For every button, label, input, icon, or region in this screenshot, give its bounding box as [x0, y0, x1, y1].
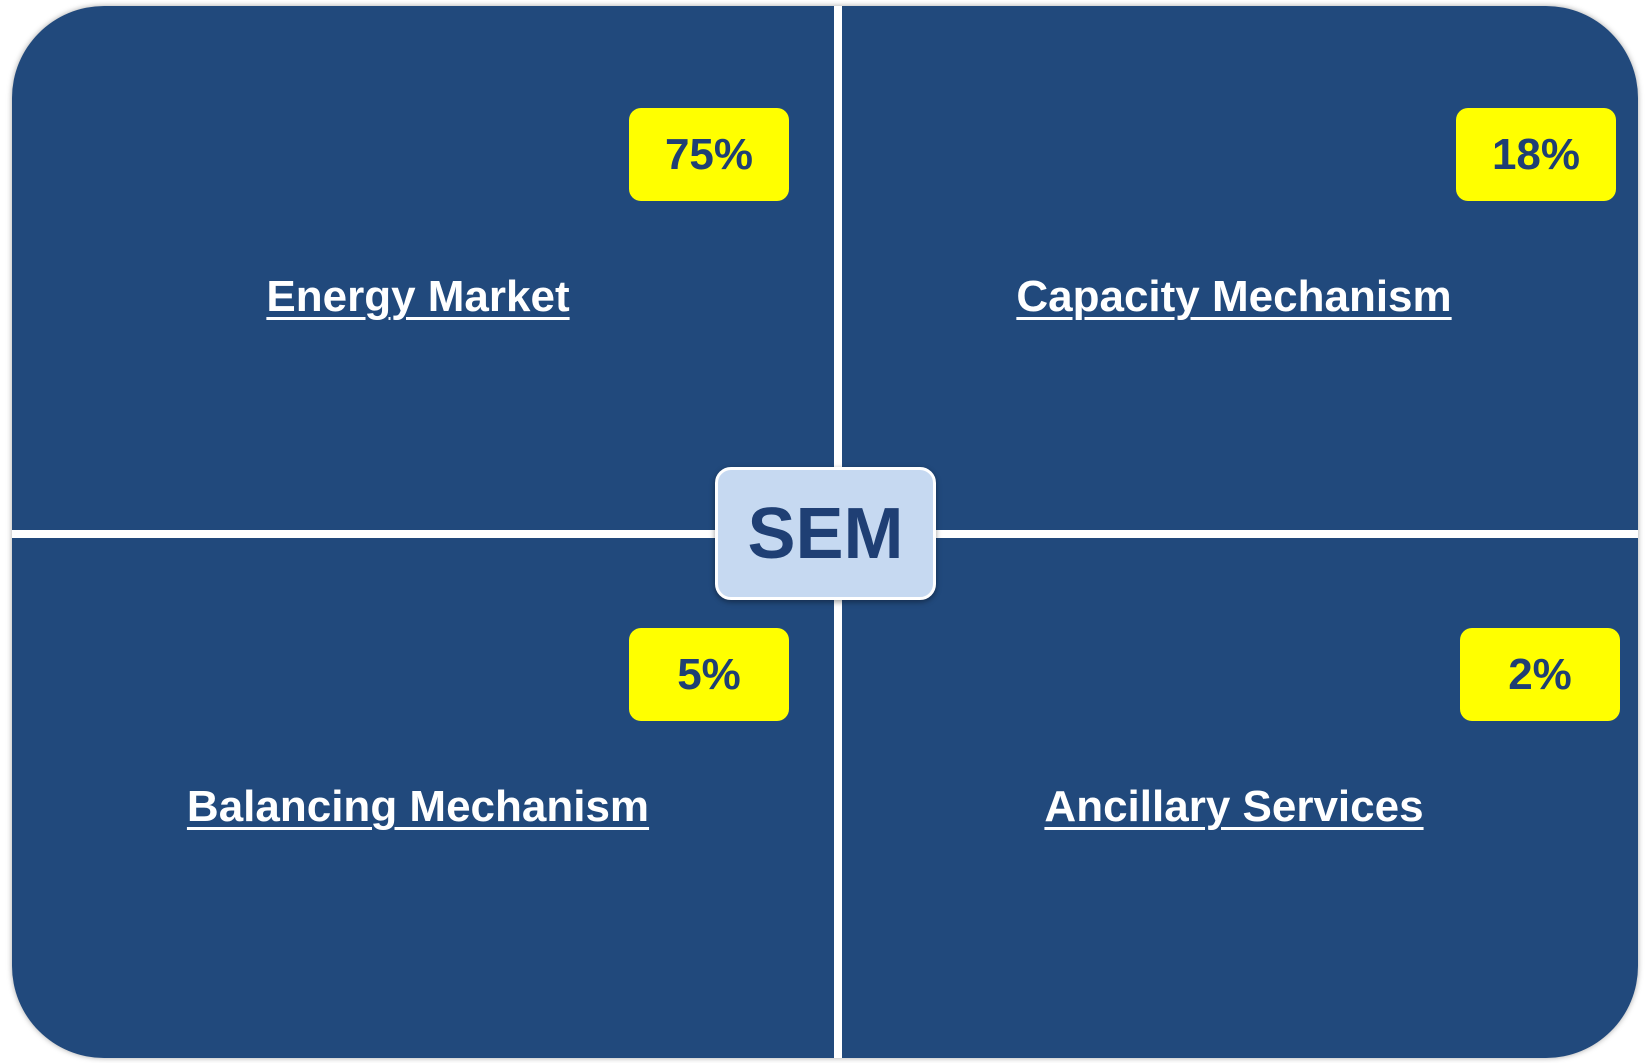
share-badge: 5%: [629, 628, 789, 721]
center-node: SEM: [715, 467, 936, 600]
quadrant-label: Ancillary Services: [1044, 782, 1424, 831]
panel: Energy Market 75% Capacity Mechanism 18%…: [12, 6, 1638, 1058]
quadrant-label: Balancing Mechanism: [186, 782, 650, 831]
quadrant-label: Energy Market: [266, 272, 570, 321]
quadrant-label: Capacity Mechanism: [1016, 272, 1452, 321]
share-badge: 18%: [1456, 108, 1616, 201]
share-badge: 75%: [629, 108, 789, 201]
share-badge: 2%: [1460, 628, 1620, 721]
